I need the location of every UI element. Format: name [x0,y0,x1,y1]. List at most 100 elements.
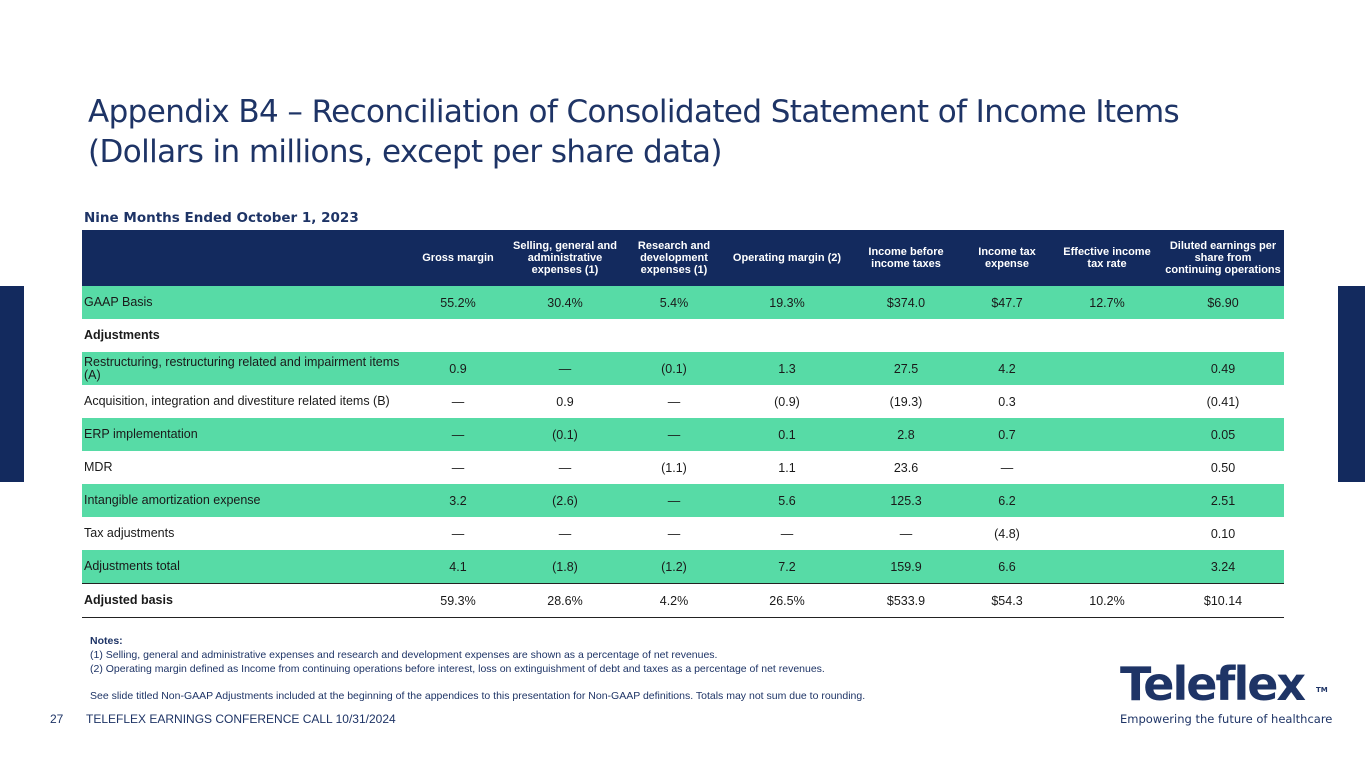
column-header-income-before-taxes: Income before income taxes [850,230,962,286]
table-cell: — [506,352,624,385]
note-3: See slide titled Non-GAAP Adjustments in… [90,690,866,702]
row-label: Acquisition, integration and divestiture… [84,394,390,408]
logo-brand-text: Teleflex [1120,657,1306,711]
row-label: Adjustments total [82,550,410,584]
note-2: (2) Operating margin defined as Income f… [90,663,825,675]
table-cell: (2.6) [506,484,624,517]
table-cell: 0.1 [724,418,850,451]
table-cell: 4.1 [410,550,506,584]
table-cell: 28.6% [506,583,624,618]
reconciliation-table: Gross margin Selling, general and admini… [82,230,1284,618]
table-cell: 2.8 [850,418,962,451]
table-cell: (19.3) [889,394,923,409]
table-cell: 159.9 [850,550,962,584]
teleflex-logo: Teleflex TM Empowering the future of hea… [1120,657,1333,726]
table-cell: (1.1) [661,460,687,475]
table-cell: — [558,526,572,541]
table-header-row: Gross margin Selling, general and admini… [82,230,1284,286]
table-cell: (4.8) [994,526,1020,541]
footer-text: TELEFLEX EARNINGS CONFERENCE CALL 10/31/… [86,712,396,726]
slide-footer: 27 TELEFLEX EARNINGS CONFERENCE CALL 10/3… [50,712,396,726]
table-row-mdr: MDR — — (1.1) 1.1 23.6 — 0.50 [82,451,1284,484]
table-cell [1052,550,1162,584]
table-cell: 1.1 [778,460,796,475]
table-cell: — [451,460,465,475]
table-cell [410,319,506,352]
page-number: 27 [50,712,64,726]
right-accent-bar [1338,286,1365,482]
logo-tagline: Empowering the future of healthcare [1120,712,1333,726]
table-cell: $54.3 [962,583,1052,618]
column-header-effective-rate: Effective income tax rate [1052,230,1162,286]
row-label: Adjusted basis [82,583,410,618]
table-cell: 55.2% [410,286,506,319]
table-cell: (0.9) [774,394,800,409]
table-cell: (1.2) [624,550,724,584]
table-cell [1162,319,1284,352]
table-cell: 0.10 [1210,526,1236,541]
table-cell: 3.2 [410,484,506,517]
table-cell [1052,385,1162,418]
row-label: Restructuring, restructuring related and… [82,352,410,385]
table-cell: (0.1) [624,352,724,385]
row-label: GAAP Basis [82,286,410,319]
table-cell: — [624,484,724,517]
table-cell: 19.3% [724,286,850,319]
notes-section: Notes: (1) Selling, general and administ… [90,634,990,703]
table-row-erp: ERP implementation — (0.1) — 0.1 2.8 0.7… [82,418,1284,451]
table-cell: 12.7% [1052,286,1162,319]
table-cell: 6.6 [962,550,1052,584]
table-cell: 6.2 [962,484,1052,517]
table-cell: 3.24 [1162,550,1284,584]
table-cell: 1.3 [724,352,850,385]
table-cell: 7.2 [724,550,850,584]
row-label: Adjustments [84,328,160,342]
table-cell: 59.3% [410,583,506,618]
table-cell: $47.7 [962,286,1052,319]
table-cell [1052,352,1162,385]
table-cell: — [899,526,913,541]
notes-spacer [90,676,990,689]
table-row-adjustments-heading: Adjustments [82,319,1284,352]
table-cell: 0.7 [962,418,1052,451]
table-cell: 26.5% [724,583,850,618]
table-row-adjustments-total: Adjustments total 4.1 (1.8) (1.2) 7.2 15… [82,550,1284,584]
table-cell [850,319,962,352]
table-cell: 0.9 [556,394,574,409]
table-row-tax-adjustments: Tax adjustments — — — — — (4.8) 0.10 [82,517,1284,550]
table-cell [962,319,1052,352]
row-label: MDR [84,460,113,474]
column-header-income-tax: Income tax expense [962,230,1052,286]
table-cell: 0.50 [1210,460,1236,475]
row-label: Tax adjustments [84,526,175,540]
table-cell: — [780,526,794,541]
table-cell [1052,451,1162,484]
table-cell: — [667,526,681,541]
table-cell: 5.4% [624,286,724,319]
column-header-diluted-eps: Diluted earnings per share from continui… [1162,230,1284,286]
table-cell: — [558,460,572,475]
slide-title-line-2: (Dollars in millions, except per share d… [88,134,723,170]
table-cell: — [667,394,681,409]
table-cell [1052,517,1162,550]
row-label: Intangible amortization expense [82,484,410,517]
table-row-acquisition: Acquisition, integration and divestiture… [82,385,1284,418]
table-cell: — [1000,460,1014,475]
table-row-gaap-basis: GAAP Basis 55.2% 30.4% 5.4% 19.3% $374.0… [82,286,1284,319]
table-cell: 0.49 [1162,352,1284,385]
table-cell: 0.3 [998,394,1016,409]
table-cell: — [451,394,465,409]
table-row-restructuring: Restructuring, restructuring related and… [82,352,1284,385]
table-cell [1052,418,1162,451]
table-row-intangible-amortization: Intangible amortization expense 3.2 (2.6… [82,484,1284,517]
table-cell: (0.1) [506,418,624,451]
table-cell: 30.4% [506,286,624,319]
left-accent-bar [0,286,24,482]
column-header-label [82,230,410,286]
table-cell: 10.2% [1052,583,1162,618]
table-cell [506,319,624,352]
slide-title: Appendix B4 – Reconciliation of Consolid… [88,92,1288,172]
table-cell: (0.41) [1206,394,1240,409]
column-header-rd: Research and development expenses (1) [624,230,724,286]
table-cell: 23.6 [893,460,919,475]
